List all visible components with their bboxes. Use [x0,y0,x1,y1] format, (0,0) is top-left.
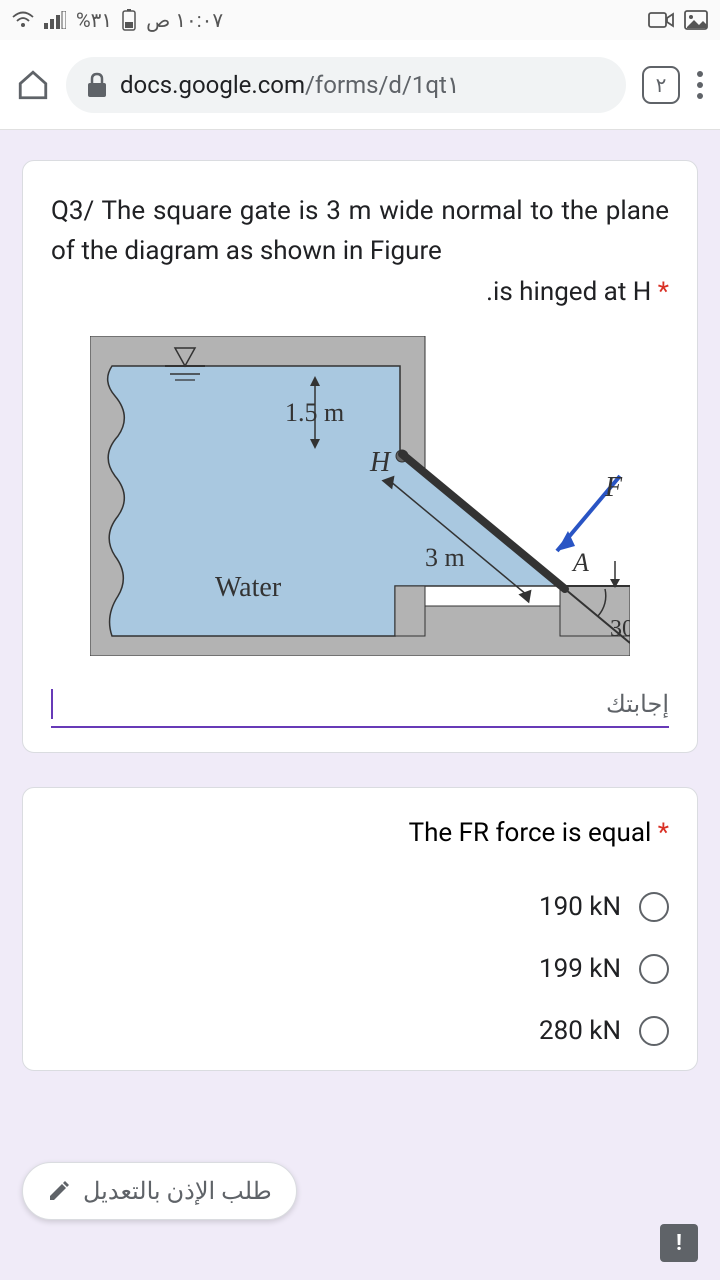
fab-label: طلب الإذن بالتعديل [83,1177,272,1205]
request-edit-fab[interactable]: طلب الإذن بالتعديل [22,1162,297,1220]
status-time: ١٠:٠٧ ص [146,8,223,32]
text-cursor [51,689,53,719]
url-host: docs.google.com [120,71,305,99]
battery-icon [122,9,136,31]
picture-icon [684,10,708,30]
battery-pct: ٣١% [76,8,112,32]
depth-label: 1.5 m [285,398,344,427]
required-asterisk: * [658,818,669,848]
lock-icon [86,72,108,98]
more-icon[interactable] [696,70,704,100]
radio-icon [639,954,669,984]
q-line1: Q3/ The square gate is 3 m wide normal t… [51,196,554,226]
h-label: H [369,447,392,478]
option-label: 190 kN [539,892,621,922]
angle-label: 30° [610,616,630,642]
form-content: Q3/ The square gate is 3 m wide normal t… [0,130,720,1071]
q2-title: The FR force is equal * [51,818,669,848]
option-1[interactable]: 190 kN [51,876,669,938]
required-asterisk: * [658,277,669,307]
wifi-icon [12,11,34,29]
address-bar[interactable]: docs.google.com/forms/d/1qt١ [66,57,626,113]
q-line3: .is hinged at H [486,277,651,307]
answer-label: إجابتك [606,690,669,718]
a-label: A [571,548,589,577]
question-card-1: Q3/ The square gate is 3 m wide normal t… [22,160,698,753]
status-bar: ١٠:٠٧ ص ٣١% [0,0,720,40]
option-3[interactable]: 280 kN [51,1000,669,1062]
pencil-icon [47,1179,71,1203]
answer-input[interactable] [65,686,594,722]
option-2[interactable]: 199 kN [51,938,669,1000]
option-label: 199 kN [539,954,621,984]
home-icon[interactable] [16,68,50,102]
feedback-button[interactable]: ! [660,1224,698,1262]
gate-diagram: 1.5 m H 3 m F A 30° [90,336,630,656]
f-label: F [604,472,623,503]
option-label: 280 kN [539,1016,621,1046]
tab-count[interactable]: ٢ [642,66,680,104]
radio-icon [639,892,669,922]
water-label: Water [215,572,282,603]
answer-field-row: إجابتك [51,686,669,728]
url-path: /forms/d/1qt١ [305,71,460,99]
signal-icon [44,11,66,29]
question-text: Q3/ The square gate is 3 m wide normal t… [51,191,669,312]
browser-bar: docs.google.com/forms/d/1qt١ ٢ [0,40,720,130]
camera-icon [648,10,674,30]
gate-label: 3 m [425,543,465,572]
question-card-2: The FR force is equal * 190 kN 199 kN 28… [22,787,698,1071]
radio-icon [639,1016,669,1046]
